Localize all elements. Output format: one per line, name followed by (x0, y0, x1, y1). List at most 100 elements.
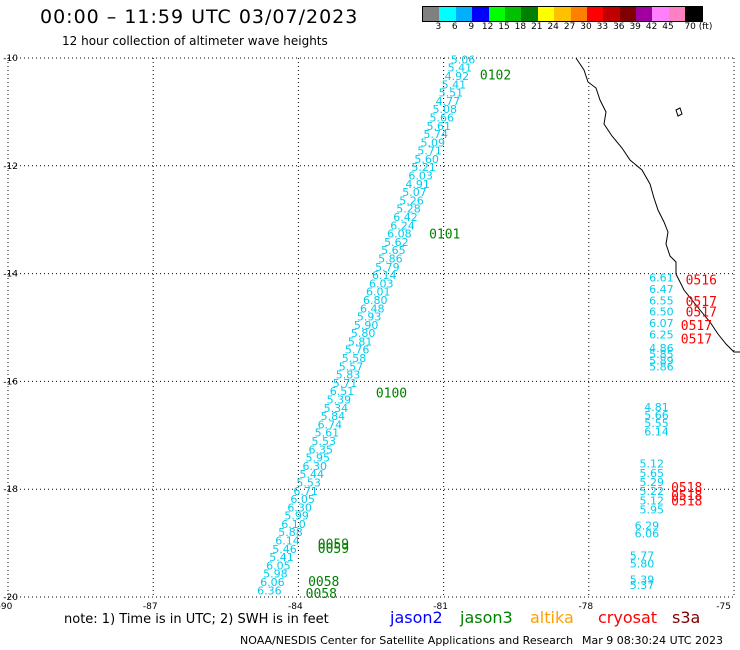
swh-value: 5.61 (315, 427, 340, 440)
swh-value: 6.47 (649, 283, 674, 296)
swh-value: 5.39 (327, 394, 352, 407)
swh-value: 5.99 (284, 510, 309, 523)
swh-value: 5.53 (312, 435, 337, 448)
colorbar-swatch (504, 7, 522, 21)
colorbar-swatch (554, 7, 571, 21)
swh-value: 5.71 (333, 377, 358, 390)
swh-value: 5.61 (427, 120, 452, 133)
swh-value: 6.03 (369, 277, 394, 290)
map-subtitle: 12 hour collection of altimeter wave hei… (62, 34, 328, 48)
colorbar-label: 21 (531, 22, 543, 32)
colorbar-label: 3 (435, 22, 442, 32)
swh-value: 5.39 (630, 574, 655, 587)
swh-value: 5.89 (649, 354, 674, 367)
colorbar-label: 6 (451, 22, 458, 32)
lon-tick-label: -78 (578, 602, 593, 610)
swh-value: 5.12 (639, 494, 664, 507)
swh-value: 5.58 (342, 352, 367, 365)
colorbar-swatch (586, 7, 604, 21)
swh-value: 5.44 (299, 468, 324, 481)
pass-time-label: 0518 (671, 481, 702, 496)
swh-value: 4.91 (405, 178, 430, 191)
swh-value: 5.62 (384, 236, 409, 249)
pass-time-label: 0101 (429, 228, 460, 243)
units-note: note: 1) Time is in UTC; 2) SWH is in fe… (64, 612, 329, 627)
colorbar-label: 27 (563, 22, 576, 32)
swh-value: 5.60 (414, 153, 439, 166)
swh-value: 5.41 (448, 62, 473, 75)
swh-value: 5.83 (336, 369, 361, 382)
swh-value: 6.30 (302, 460, 327, 473)
pass-time-label: 0518 (671, 489, 702, 504)
lat-tick-label: -16 (3, 377, 18, 387)
pass-time-label: 0517 (681, 333, 712, 348)
swh-value: 5.29 (639, 476, 664, 489)
swh-value: 5.86 (649, 361, 674, 374)
swh-value: 5.21 (411, 161, 436, 174)
colorbar-swatch (570, 7, 587, 21)
swh-value: 5.06 (451, 53, 476, 66)
colorbar-label: 36 (613, 22, 625, 32)
lon-tick-label: -90 (0, 602, 13, 610)
swh-value: 5.71 (417, 145, 442, 158)
swh-value: 6.03 (408, 170, 433, 183)
generation-timestamp: Mar 9 08:30:24 UTC 2023 (582, 634, 723, 647)
swh-value: 6.74 (318, 418, 343, 431)
colorbar-swatch (619, 7, 637, 21)
pass-time-label: 0518 (671, 494, 702, 509)
swh-value: 6.50 (649, 306, 674, 319)
swh-value: 4.81 (644, 401, 669, 414)
swh-value: 6.42 (393, 211, 418, 224)
swh-value: 5.95 (306, 452, 331, 465)
pass-time-labels: 0102010101000059005900580058051605170517… (306, 69, 717, 603)
swh-value: 5.55 (644, 417, 669, 430)
swh-value: 5.51 (439, 87, 464, 100)
swh-value: 6.61 (649, 272, 674, 285)
swh-value: 5.66 (430, 111, 455, 124)
swh-value: 6.35 (309, 443, 334, 456)
swh-value: 4.92 (445, 70, 470, 83)
swh-value: 6.01 (366, 286, 391, 299)
swh-value: 5.26 (399, 194, 424, 207)
swh-value: 5.88 (278, 526, 303, 539)
swh-value: 5.74 (423, 128, 448, 141)
swh-value: 5.34 (324, 402, 349, 415)
swh-value: 6.05 (290, 493, 315, 506)
swh-value: 4.77 (436, 95, 461, 108)
swh-value: 5.95 (639, 503, 664, 516)
swh-value: 5.80 (351, 327, 376, 340)
swh-value: 5.90 (354, 319, 379, 332)
swh-value: 5.66 (644, 409, 669, 422)
swh-value: 5.41 (269, 551, 294, 564)
swh-value: 5.80 (630, 557, 655, 570)
lon-tick-label: -75 (716, 602, 731, 610)
pass-time-label: 0517 (686, 295, 717, 310)
swh-value: 5.77 (630, 549, 655, 562)
pass-time-label: 0517 (686, 306, 717, 321)
swh-value: 5.86 (378, 252, 403, 265)
swh-value: 5.93 (357, 311, 382, 324)
pass-time-label: 0059 (318, 542, 349, 557)
legend-jason2: jason2 (390, 608, 443, 627)
colorbar-swatch (488, 7, 505, 21)
altimeter-map: 5.065.414.925.415.514.775.085.665.615.74… (0, 53, 740, 610)
pass-time-label: 0517 (681, 319, 712, 334)
lon-tick-label: -87 (143, 602, 158, 610)
swh-value: 5.57 (339, 360, 364, 373)
colorbar-label: 30 (580, 22, 592, 32)
coastline (575, 57, 740, 353)
pass-time-label: 0102 (480, 69, 511, 84)
swh-value: 5.76 (345, 344, 370, 357)
colorbar-label: 24 (547, 22, 559, 32)
swh-value: 5.53 (296, 476, 321, 489)
map-title: 00:00 – 11:59 UTC 03/07/2023 (40, 6, 359, 28)
swh-value: 6.05 (266, 559, 291, 572)
swh-value: 5.84 (321, 410, 346, 423)
legend-jason3: jason3 (460, 608, 513, 627)
swh-value: 6.08 (387, 228, 412, 241)
swh-value: 6.24 (390, 219, 415, 232)
swh-value: 5.41 (442, 78, 467, 91)
swh-value: 5.79 (375, 261, 400, 274)
colorbar-label: 70 (ft) (684, 22, 713, 32)
swh-value: 5.22 (639, 485, 664, 498)
